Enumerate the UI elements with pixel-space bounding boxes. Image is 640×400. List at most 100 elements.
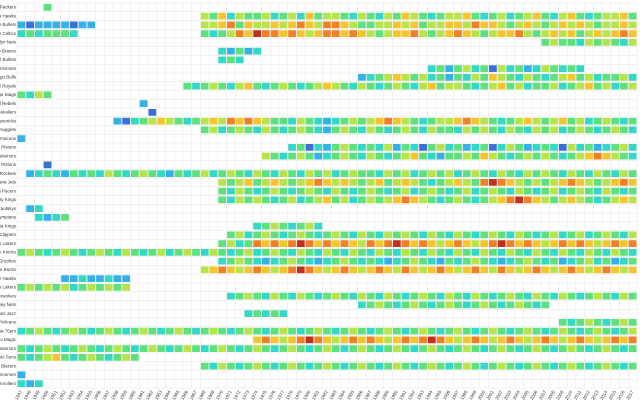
cell [471, 65, 480, 72]
cell [480, 82, 489, 90]
cell [515, 187, 523, 195]
cell [323, 266, 331, 274]
cell [296, 257, 305, 265]
cell [506, 187, 515, 195]
cell [253, 231, 262, 239]
cell [593, 266, 602, 274]
cell [541, 249, 550, 256]
cell [419, 266, 427, 274]
cell [296, 266, 305, 274]
cell [384, 266, 392, 274]
x-tick-label: 1965 [171, 389, 181, 400]
cell [454, 292, 462, 300]
cell [541, 170, 550, 177]
cell [558, 319, 567, 326]
cell [427, 327, 436, 335]
cell [87, 249, 96, 256]
cell [148, 345, 157, 352]
cell [489, 117, 497, 125]
cell [471, 170, 480, 177]
cell [375, 187, 384, 195]
cell [497, 257, 506, 265]
cell [183, 327, 192, 335]
cell [192, 345, 200, 352]
row-label: Pittsburgh Ironmen [0, 372, 16, 377]
cell [244, 126, 253, 134]
cell [165, 117, 174, 125]
cell [532, 345, 541, 352]
cell [620, 12, 628, 20]
x-tick-label: 2015 [608, 389, 618, 400]
cell [602, 74, 611, 81]
x-tick-label: 1993 [416, 389, 426, 400]
cell [523, 170, 532, 177]
x-tick-label: 1970 [215, 389, 225, 400]
cell [279, 336, 288, 344]
cell [541, 30, 550, 37]
cell [620, 179, 628, 186]
cell [454, 240, 462, 247]
cell [87, 21, 96, 29]
cell [392, 249, 401, 256]
x-tick-label: 2009 [555, 389, 565, 400]
cell [558, 266, 567, 274]
cell [375, 249, 384, 256]
cell [200, 362, 209, 370]
cell [366, 249, 375, 256]
cell [602, 179, 611, 186]
cell [585, 21, 593, 29]
cell [323, 12, 331, 20]
cell [532, 74, 541, 81]
row-label: Philadelphia 76ers [0, 328, 17, 333]
cell [419, 345, 427, 352]
cell [314, 179, 323, 186]
cell [628, 170, 637, 177]
cell [620, 345, 628, 352]
cell [235, 327, 244, 335]
cell [305, 345, 314, 352]
cell [78, 354, 87, 361]
cell [392, 74, 401, 81]
cell [489, 345, 497, 352]
cell [148, 327, 157, 335]
cell [602, 257, 611, 265]
cell [567, 21, 576, 29]
cell [200, 170, 209, 177]
cell [349, 179, 358, 186]
cell [585, 144, 593, 151]
x-tick-label: 2007 [538, 389, 548, 400]
cell [593, 362, 602, 370]
cell [401, 126, 410, 134]
cell [532, 196, 541, 204]
cell [611, 12, 620, 20]
cell [305, 30, 314, 37]
cell [585, 336, 593, 344]
cell [585, 249, 593, 256]
cell [34, 249, 43, 256]
cell [61, 30, 69, 37]
cell [262, 310, 270, 317]
cell [462, 257, 471, 265]
cell [515, 82, 523, 90]
cell [576, 39, 585, 46]
cell [471, 30, 480, 37]
cell [244, 231, 253, 239]
cell [288, 240, 296, 247]
cell [602, 126, 611, 134]
cell [279, 30, 288, 37]
cell [558, 196, 567, 204]
cell [34, 30, 43, 37]
x-tick-label: 1997 [451, 389, 461, 400]
cell [558, 292, 567, 300]
cell [296, 30, 305, 37]
cell [17, 284, 26, 291]
cell [515, 126, 523, 134]
cell [436, 126, 445, 134]
cell [340, 240, 349, 247]
cell [419, 187, 427, 195]
cell [532, 179, 541, 186]
cell [620, 196, 628, 204]
cell [113, 249, 122, 256]
cell [576, 152, 585, 160]
cell [314, 292, 323, 300]
